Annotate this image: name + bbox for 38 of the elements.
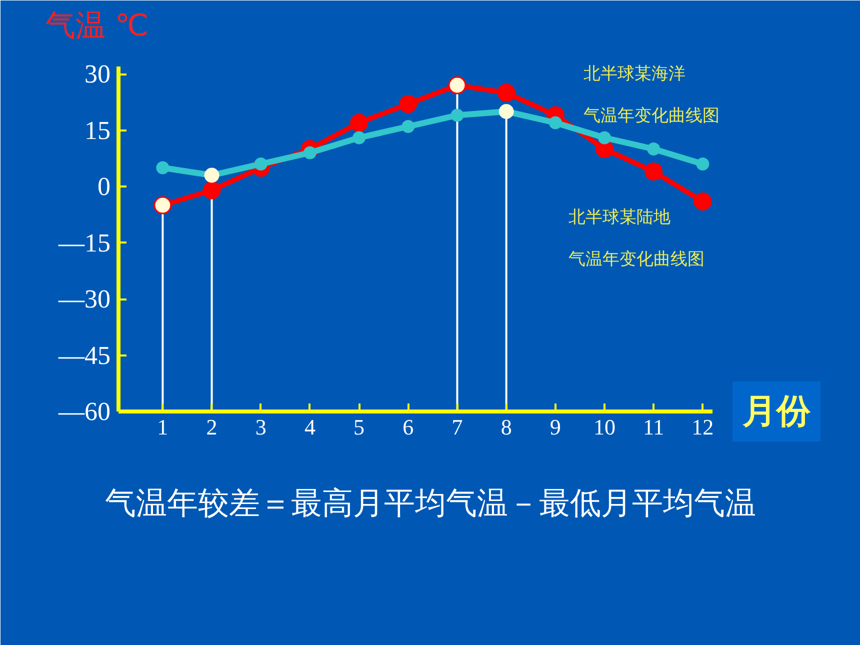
- text: 气温年较差＝最高月平均气温－最低月平均气温: [105, 486, 756, 522]
- y-tick-label: —15: [58, 228, 110, 258]
- point: [202, 181, 221, 200]
- x-tick-label: 11: [643, 414, 664, 440]
- point: [548, 116, 562, 130]
- point: [598, 131, 611, 144]
- x-tick-label: 12: [692, 414, 714, 440]
- x-tick-label: 8: [500, 414, 512, 440]
- point: [696, 158, 710, 170]
- y-axis-title: 气温 ℃: [46, 8, 149, 44]
- point: [350, 114, 368, 132]
- point: [399, 95, 418, 113]
- x-tick-label: 7: [452, 414, 463, 440]
- text: 北半球某陆地气温年变化曲线图: [568, 208, 705, 270]
- point: [497, 84, 516, 102]
- y-tick-label: —30: [58, 284, 110, 314]
- y-tick-label: —45: [58, 340, 110, 370]
- x-tick-label: 6: [402, 414, 414, 440]
- x-axis-title: 月份: [742, 392, 812, 432]
- x-tick-label: 5: [354, 414, 365, 440]
- point: [156, 161, 170, 174]
- x-tick-label: 1: [157, 414, 168, 440]
- point: [644, 162, 663, 180]
- y-tick-label: 30: [84, 60, 110, 88]
- x-tick-label: 10: [594, 414, 616, 440]
- x-tick-label: 9: [550, 414, 561, 440]
- point: [352, 131, 366, 144]
- text: 北半球某海洋气温年变化曲线图: [584, 64, 720, 126]
- point: [450, 108, 464, 122]
- y-tick-label: 15: [84, 116, 110, 145]
- point: [402, 120, 415, 133]
- x-tick-label: 4: [304, 414, 316, 440]
- x-tick-label: 2: [206, 414, 218, 440]
- point: [647, 142, 660, 156]
- point: [694, 192, 712, 210]
- x-tick-label: 3: [255, 414, 266, 440]
- y-tick-label: 0: [98, 172, 110, 201]
- y-tick-label: —60: [58, 397, 110, 426]
